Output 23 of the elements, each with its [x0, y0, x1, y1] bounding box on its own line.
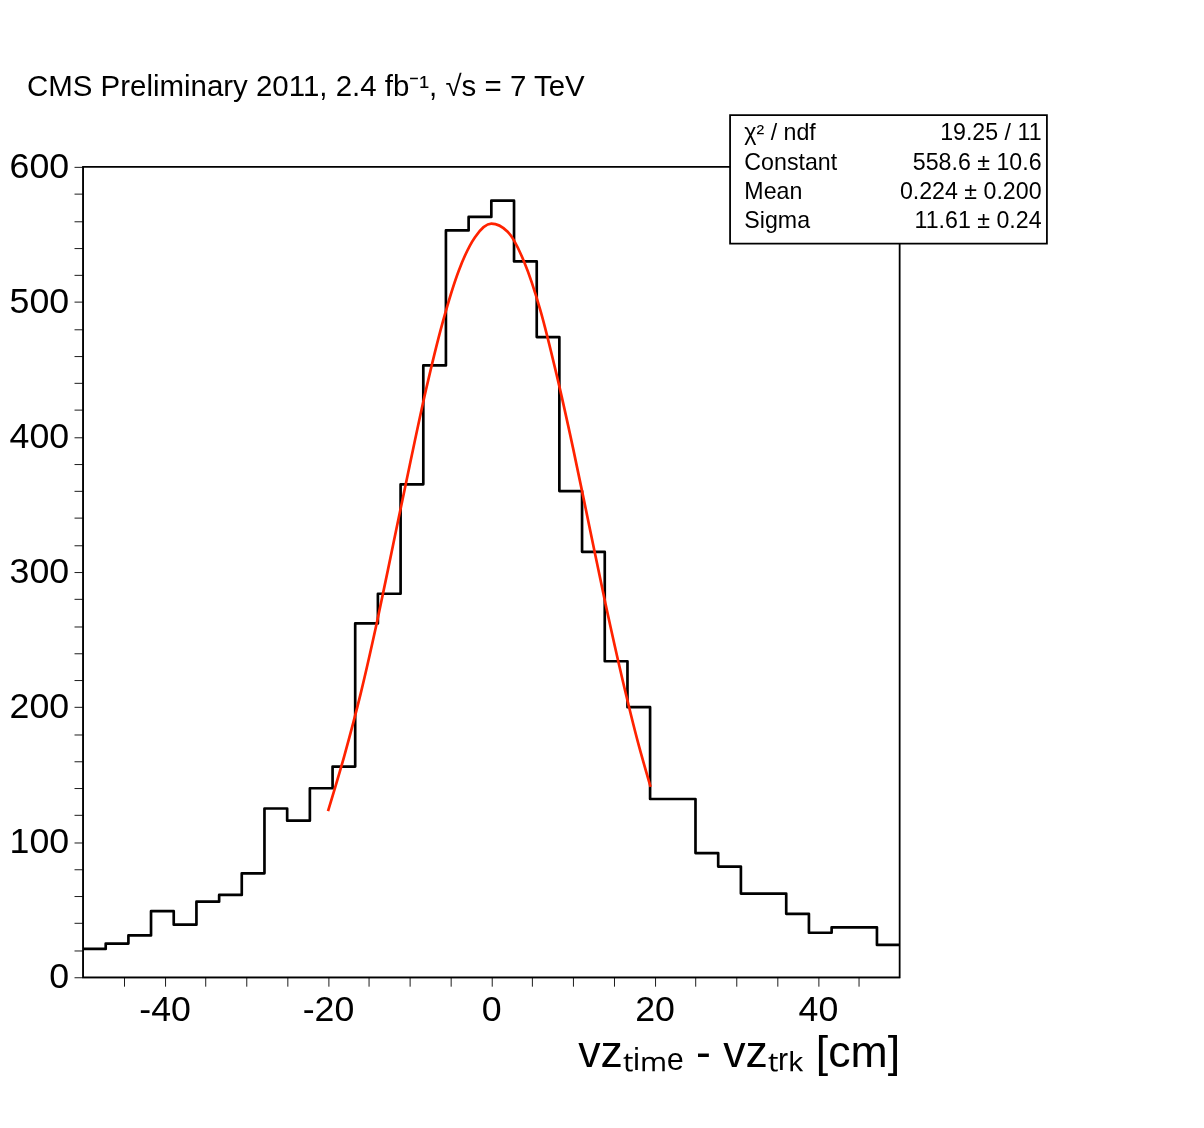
x-tick-label: 0: [481, 988, 502, 1029]
x-tick-label: -20: [302, 988, 355, 1029]
x-tick-label: 20: [635, 988, 675, 1029]
text: 558.6 ± 10.6: [912, 148, 1042, 175]
y-tick-label: 400: [9, 416, 70, 457]
x-tick-label: -40: [139, 988, 191, 1029]
chart-title: CMS Preliminary 2011, 2.4 fb⁻¹, √s = 7 TeV: [27, 68, 585, 102]
x-axis-title: vzₜᵢₘₑ - vzₜᵣₖ [cm]: [578, 1027, 901, 1077]
annotation: Constant: [744, 148, 838, 175]
x-tick-label: 40: [798, 988, 839, 1029]
text: 19.25 / 11: [940, 119, 1042, 146]
y-tick-label: 300: [9, 551, 70, 592]
y-tick-label: 500: [9, 281, 70, 322]
text: χ² / ndf: [744, 119, 817, 146]
y-tick-label: 0: [49, 956, 70, 997]
text: 11.61 ± 0.24: [914, 207, 1042, 234]
annotation: Sigma: [744, 207, 811, 234]
y-tick-label: 200: [9, 686, 70, 727]
y-tick-label: 100: [9, 821, 70, 862]
y-tick-label: 600: [9, 146, 70, 187]
line-series: [326, 222, 652, 813]
annotation: Mean: [744, 178, 803, 205]
annotation: 0.224 ± 0.200: [899, 178, 1042, 205]
